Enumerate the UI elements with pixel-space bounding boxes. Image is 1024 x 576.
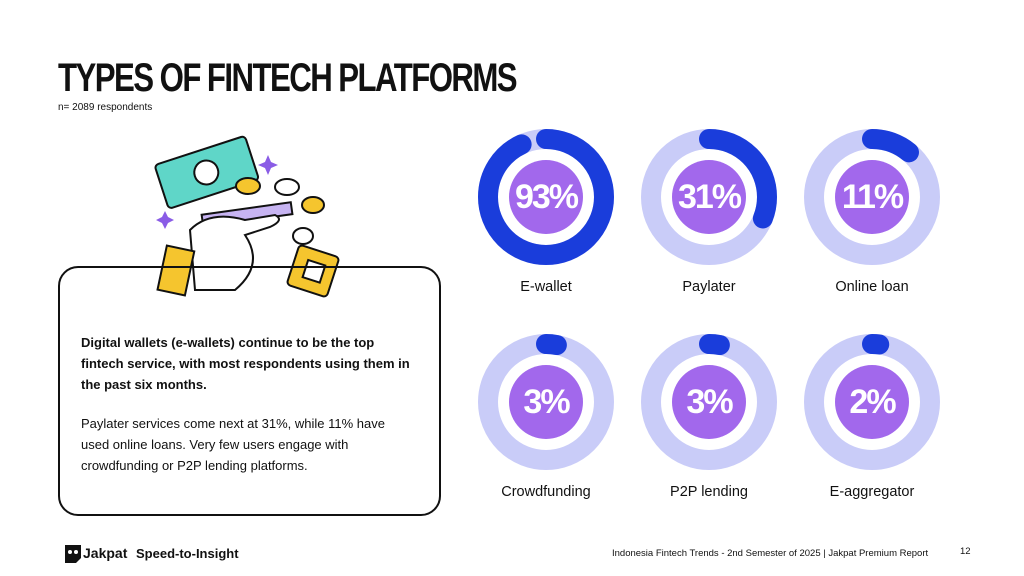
donut-center	[672, 160, 746, 234]
donut-arc	[804, 334, 940, 470]
category-label: Crowdfunding	[501, 484, 590, 500]
source: Indonesia Fintech Trends - 2nd Semester …	[612, 548, 929, 559]
value-label: 2%	[849, 383, 896, 421]
donut-center	[835, 160, 909, 234]
donut-arc	[641, 334, 777, 470]
value-label: 93%	[515, 178, 579, 216]
title: TYPES OF FINTECH PLATFORMS	[58, 56, 518, 100]
value-label: 31%	[678, 178, 742, 216]
value-label: 3%	[686, 383, 733, 421]
category-label: Online loan	[835, 279, 908, 295]
brand: Jakpat	[83, 545, 128, 561]
category-label: P2P lending	[670, 484, 748, 500]
tagline: Speed-to-Insight	[136, 546, 239, 561]
illustration	[154, 135, 340, 298]
donut-arc	[804, 129, 940, 265]
highlight-text: Digital wallets (e-wallets) continue to …	[81, 335, 410, 392]
body-text: Paylater services come next at 31%, whil…	[81, 416, 385, 473]
category-label: E-wallet	[520, 279, 572, 295]
donut-center	[509, 365, 583, 439]
donut-arc	[478, 334, 614, 470]
subtitle: n= 2089 respondents	[58, 102, 153, 113]
page-number: 12	[960, 546, 971, 557]
value-label: 3%	[523, 383, 570, 421]
logo	[65, 545, 81, 563]
donut-arc	[641, 129, 777, 265]
donut-center	[835, 365, 909, 439]
donut-arc	[478, 129, 614, 265]
category-label: E-aggregator	[830, 484, 915, 500]
value-label: 11%	[842, 178, 904, 216]
donut-center	[509, 160, 583, 234]
category-label: Paylater	[682, 279, 735, 295]
donut-center	[672, 365, 746, 439]
text-box	[58, 266, 441, 516]
